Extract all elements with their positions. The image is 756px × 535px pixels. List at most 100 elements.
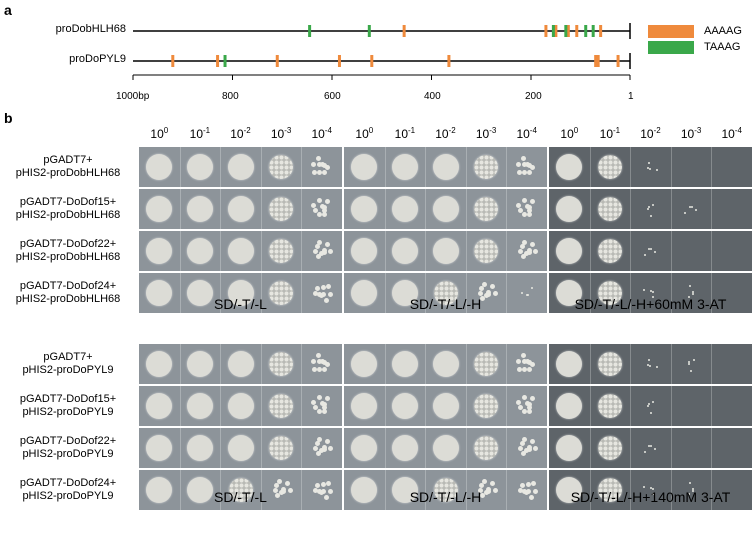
strain-label: pGADT7-DoDof22+ pHIS2-proDoPYL9 [4, 435, 132, 461]
yeast-colony [321, 211, 327, 217]
yeast-colony [321, 405, 327, 411]
yeast-colony [274, 483, 280, 489]
plate-divider [465, 428, 467, 468]
aaaag-element [575, 25, 579, 37]
yeast-colony [655, 169, 658, 172]
yeast-colony [521, 450, 527, 456]
panel-a-label: a [4, 2, 12, 18]
plate-divider [670, 147, 672, 187]
yeast-colony [648, 358, 651, 361]
yeast-colony [526, 208, 532, 214]
plate-divider [589, 470, 591, 510]
yeast-colony [489, 480, 495, 486]
strain-label-line1: pGADT7-DoDof24+ [19, 477, 117, 489]
yeast-colony [522, 436, 528, 442]
yeast-colony [526, 250, 532, 256]
yeast-colony [316, 450, 322, 456]
plate-divider [425, 189, 427, 229]
yeast-spot [186, 280, 213, 306]
aaaag-element [216, 55, 220, 67]
yeast-spot [432, 393, 459, 419]
yeast-colony [521, 253, 527, 259]
plate-divider [465, 386, 467, 426]
yeast-colony [316, 353, 321, 359]
plate-divider [589, 344, 591, 384]
plate-divider [465, 147, 467, 187]
yeast-colony [489, 283, 495, 289]
yeast-colony [522, 162, 528, 168]
yeast-colony [481, 281, 487, 287]
yeast-spot [269, 281, 294, 305]
yeast-colony [518, 249, 524, 255]
yeast-spot [227, 280, 254, 306]
strain-label-line1: pGADT7-DoDof22+ [19, 238, 117, 250]
plate-divider [711, 147, 713, 187]
plate-divider [670, 428, 672, 468]
dilution-label: 100 [150, 126, 169, 141]
strain-label: pGADT7-DoDof24+ pHIS2-proDoPYL9 [4, 477, 132, 503]
yeast-colony [691, 293, 694, 296]
dilution-label: 10-2 [640, 126, 661, 141]
yeast-colony [520, 441, 526, 447]
yeast-colony [526, 405, 532, 411]
yeast-spot [351, 393, 378, 419]
plate-divider [589, 231, 591, 271]
plate-divider [670, 273, 672, 313]
yeast-colony [647, 403, 650, 406]
yeast-colony [328, 249, 334, 255]
yeast-colony [521, 211, 527, 217]
plate-divider [384, 231, 386, 271]
strain-label: pGADT7-DoDof15+ pHIS2-proDobHLH68 [4, 196, 132, 222]
axis-tick-200: 200 [525, 91, 542, 102]
taaag-element [564, 25, 568, 37]
yeast-spot [391, 393, 418, 419]
aaaag-element [275, 55, 279, 67]
strain-label-line2: pHIS2-proDobHLH68 [15, 167, 121, 179]
yeast-colony [527, 444, 533, 450]
yeast-colony [479, 286, 485, 292]
yeast-spot [433, 281, 458, 305]
yeast-colony [323, 298, 329, 304]
aaaag-element [616, 55, 620, 67]
taaag-element [223, 55, 227, 67]
aaaag-element [554, 25, 558, 37]
promoter-diagram [132, 23, 631, 80]
plate-row-image [139, 428, 342, 468]
strain-label-line2: pHIS2-proDoPYL9 [22, 406, 114, 418]
plate-divider [711, 344, 713, 384]
plate-divider [384, 147, 386, 187]
yeast-colony [521, 292, 524, 295]
medium-label: SD/-T/-L [214, 296, 267, 312]
yeast-colony [533, 488, 539, 494]
yeast-colony [520, 482, 526, 488]
yeast-colony [477, 291, 483, 297]
plate-divider [630, 470, 632, 510]
yeast-colony [486, 289, 492, 295]
plate-row-image [344, 428, 547, 468]
yeast-spot [597, 197, 622, 221]
yeast-spot [597, 239, 622, 263]
yeast-colony [526, 447, 532, 453]
plate-divider [506, 470, 508, 510]
yeast-colony [518, 207, 524, 213]
yeast-spot [556, 351, 583, 377]
yeast-colony [529, 199, 535, 205]
yeast-colony [317, 162, 323, 168]
yeast-colony [483, 293, 489, 299]
dilution-label: 100 [355, 126, 374, 141]
yeast-colony [647, 166, 650, 169]
strain-label-line1: pGADT7-DoDof15+ [19, 393, 117, 405]
yeast-colony [317, 359, 323, 365]
yeast-spot [433, 478, 458, 502]
strain-label-line1: pGADT7+ [43, 154, 93, 166]
plate-divider [630, 189, 632, 229]
plate-divider [589, 189, 591, 229]
legend-label-taaag: TAAAG [704, 41, 741, 53]
yeast-spot [228, 478, 253, 502]
yeast-colony [516, 169, 522, 175]
dilution-label: 100 [560, 126, 579, 141]
yeast-spot [474, 239, 499, 263]
yeast-colony [526, 163, 532, 169]
plate-divider [384, 470, 386, 510]
yeast-colony [648, 168, 651, 171]
